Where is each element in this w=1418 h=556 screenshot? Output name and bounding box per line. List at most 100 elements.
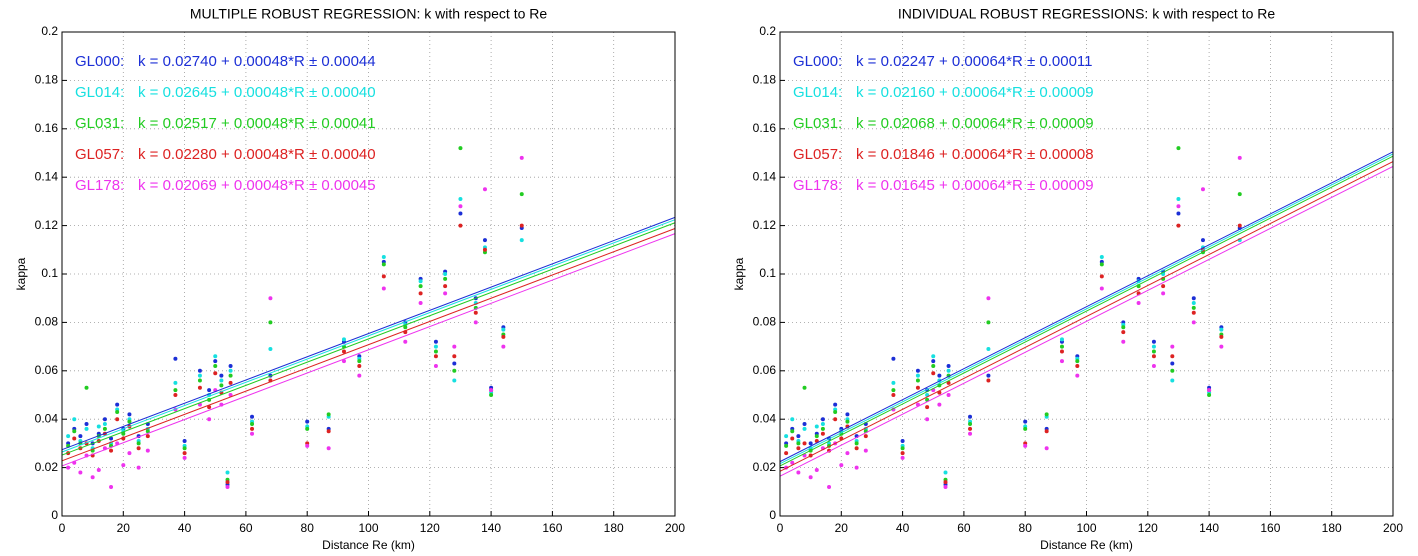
- data-point: [820, 417, 825, 422]
- data-point: [1151, 349, 1156, 354]
- data-point: [802, 385, 807, 390]
- legend-name: GL178:: [75, 177, 124, 194]
- data-point: [225, 480, 230, 485]
- data-point: [127, 451, 132, 456]
- data-point: [814, 434, 819, 439]
- x-tick-label: 160: [1260, 521, 1280, 535]
- data-point: [863, 434, 868, 439]
- data-point: [790, 460, 795, 465]
- data-point: [833, 417, 838, 422]
- data-point: [452, 361, 457, 366]
- data-point: [1170, 361, 1175, 366]
- data-point: [357, 363, 362, 368]
- data-point: [452, 368, 457, 373]
- data-point: [228, 393, 233, 397]
- data-point: [784, 443, 789, 448]
- data-point: [145, 434, 150, 439]
- data-point: [519, 238, 524, 243]
- data-point: [891, 388, 896, 393]
- data-point: [219, 373, 224, 378]
- data-point: [986, 378, 991, 383]
- data-point: [796, 441, 801, 446]
- y-tick-label: 0.18: [35, 73, 59, 87]
- data-point: [1219, 327, 1224, 332]
- data-point: [341, 337, 346, 342]
- data-point: [197, 385, 202, 390]
- data-point: [1121, 330, 1126, 335]
- data-point: [228, 380, 233, 385]
- data-point: [1059, 337, 1064, 342]
- data-point: [78, 470, 83, 475]
- data-point: [115, 402, 120, 407]
- x-tick-label: 100: [1076, 521, 1096, 535]
- data-point: [931, 371, 936, 376]
- data-point: [827, 484, 832, 489]
- data-point: [784, 451, 789, 456]
- data-point: [482, 238, 487, 243]
- data-point: [931, 359, 936, 364]
- data-point: [1200, 187, 1205, 192]
- y-tick-label: 0.18: [753, 73, 777, 87]
- data-point: [1219, 334, 1224, 339]
- data-point: [213, 363, 218, 368]
- y-tick-label: 0.16: [753, 121, 777, 135]
- data-point: [1191, 305, 1196, 310]
- data-point: [845, 412, 850, 417]
- data-point: [443, 272, 448, 276]
- data-point: [207, 417, 212, 422]
- data-point: [228, 373, 233, 378]
- data-point: [839, 463, 844, 468]
- regression-line: [61, 219, 676, 453]
- data-point: [219, 378, 224, 383]
- data-point: [891, 356, 896, 361]
- data-point: [433, 339, 438, 344]
- data-point: [458, 146, 463, 151]
- legend-name: GL000:: [75, 53, 124, 70]
- data-point: [925, 417, 930, 422]
- data-point: [968, 422, 973, 427]
- data-point: [808, 475, 813, 480]
- data-point: [1075, 359, 1080, 364]
- data-point: [1075, 363, 1080, 368]
- y-axis-label: kappa: [14, 257, 28, 290]
- data-point: [433, 354, 438, 359]
- data-point: [136, 446, 141, 451]
- y-tick-label: 0.06: [753, 363, 777, 377]
- data-point: [814, 468, 819, 473]
- data-point: [84, 385, 89, 390]
- data-point: [66, 465, 71, 470]
- data-point: [84, 422, 89, 427]
- data-point: [833, 409, 838, 414]
- legend-name: GL031:: [75, 115, 124, 132]
- y-tick-label: 0.1: [759, 266, 776, 280]
- y-tick-label: 0.16: [35, 121, 59, 135]
- equation: k = 0.02740 + 0.00048*R ± 0.00044: [138, 53, 376, 70]
- data-point: [182, 455, 187, 460]
- data-point: [1207, 388, 1212, 393]
- y-tick-label: 0: [51, 508, 58, 522]
- x-tick-label: 200: [1383, 521, 1403, 535]
- data-point: [489, 388, 494, 393]
- x-tick-label: 80: [1019, 521, 1033, 535]
- data-point: [790, 436, 795, 441]
- data-point: [418, 284, 423, 289]
- x-tick-label: 200: [665, 521, 685, 535]
- data-point: [225, 470, 230, 475]
- data-point: [458, 196, 463, 201]
- legend-name: GL057:: [75, 146, 124, 163]
- data-point: [381, 286, 386, 291]
- data-point: [1136, 301, 1141, 306]
- data-point: [790, 429, 795, 434]
- data-point: [900, 446, 905, 451]
- data-point: [473, 310, 478, 315]
- data-point: [986, 296, 991, 301]
- data-point: [1191, 310, 1196, 315]
- data-point: [136, 465, 141, 470]
- y-tick-label: 0.1: [41, 266, 58, 280]
- data-point: [72, 417, 77, 422]
- data-point: [326, 412, 331, 417]
- data-point: [986, 320, 991, 325]
- data-point: [102, 426, 107, 431]
- equation: k = 0.01645 + 0.00064*R ± 0.00009: [856, 177, 1094, 194]
